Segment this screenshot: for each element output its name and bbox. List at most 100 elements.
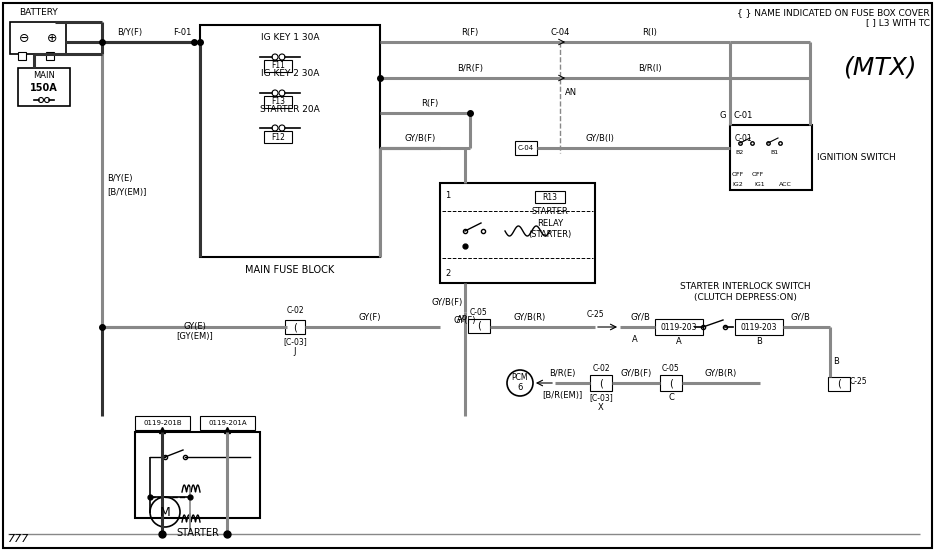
Text: B/Y(E): B/Y(E) [107, 174, 133, 182]
Bar [468, 319, 490, 333]
Text: (MTX): (MTX) [843, 55, 916, 79]
Text: BATTERY: BATTERY [19, 8, 57, 17]
Text: (: ( [837, 379, 841, 389]
Text: GY/B(R): GY/B(R) [514, 313, 546, 322]
Text: 2: 2 [445, 269, 451, 278]
Text: C: C [669, 393, 674, 402]
Text: R13: R13 [542, 192, 557, 201]
Text: C-25: C-25 [586, 310, 604, 319]
Text: C-05: C-05 [470, 308, 488, 317]
Text: A: A [632, 335, 638, 344]
Text: B/Y(F): B/Y(F) [118, 28, 142, 37]
Text: [B/R(EM)]: [B/R(EM)] [542, 391, 583, 400]
Text: MAIN: MAIN [33, 71, 55, 81]
Text: (: ( [293, 322, 297, 332]
Bar [264, 96, 292, 108]
Bar [285, 320, 305, 334]
Text: GY(F): GY(F) [453, 316, 476, 325]
Text: RELAY: RELAY [537, 218, 563, 227]
Text: STARTER: STARTER [532, 206, 568, 216]
Text: F11: F11 [271, 61, 285, 70]
Text: C-25: C-25 [850, 377, 868, 386]
Bar [46, 52, 54, 60]
Text: J: J [294, 347, 296, 356]
Text: ⊕: ⊕ [47, 32, 57, 44]
Text: M: M [160, 505, 170, 519]
Bar [735, 319, 783, 335]
Text: R(I): R(I) [642, 28, 657, 37]
Text: X: X [598, 403, 604, 412]
Text: { } NAME INDICATED ON FUSE BOX COVER
[ ] L3 WITH TC: { } NAME INDICATED ON FUSE BOX COVER [ ]… [738, 8, 930, 28]
Text: 0119-201A: 0119-201A [209, 420, 247, 426]
Text: C-04: C-04 [518, 145, 534, 151]
Text: GY/B: GY/B [630, 313, 650, 322]
Text: 0119-203: 0119-203 [741, 322, 777, 331]
Text: GY/B(F): GY/B(F) [432, 298, 463, 307]
Text: 6: 6 [517, 383, 523, 393]
Text: STARTER: STARTER [176, 528, 219, 538]
Text: R(F): R(F) [422, 99, 439, 108]
Bar [264, 131, 292, 143]
Text: GY/B(F): GY/B(F) [621, 369, 652, 378]
Text: GY/B(I): GY/B(I) [585, 134, 614, 143]
Text: B: B [756, 337, 762, 346]
Text: B: B [833, 357, 839, 367]
Text: GY/B(R): GY/B(R) [705, 369, 737, 378]
Bar [535, 191, 565, 203]
Text: [C-03]: [C-03] [589, 393, 612, 402]
Text: STARTER INTERLOCK SWITCH
(CLUTCH DEPRESS:ON): STARTER INTERLOCK SWITCH (CLUTCH DEPRESS… [680, 282, 811, 302]
Text: OFF: OFF [732, 173, 744, 178]
Text: PCM: PCM [511, 373, 528, 383]
Text: OFF: OFF [752, 173, 764, 178]
Text: F13: F13 [271, 97, 285, 107]
Text: ⊖: ⊖ [19, 32, 29, 44]
Bar [10, 22, 66, 54]
Text: STARTER 20A: STARTER 20A [260, 105, 320, 113]
Text: B/R(I): B/R(I) [639, 64, 662, 73]
Text: IG1: IG1 [755, 182, 766, 187]
Text: A: A [676, 337, 682, 346]
Text: B1: B1 [770, 150, 778, 155]
Bar [200, 25, 380, 257]
Text: R(F): R(F) [461, 28, 479, 37]
Text: [B/Y(EM)]: [B/Y(EM)] [107, 189, 147, 197]
Text: G: G [720, 111, 726, 120]
Bar [730, 125, 812, 190]
Text: [C-03]: [C-03] [283, 337, 307, 346]
Bar [515, 141, 537, 155]
Text: C-02: C-02 [592, 364, 610, 373]
Bar [828, 377, 850, 391]
Text: ACC: ACC [779, 182, 791, 187]
Bar [660, 375, 682, 391]
Bar [135, 432, 260, 518]
Text: 1: 1 [445, 191, 451, 200]
Text: F-01: F-01 [174, 28, 192, 37]
Bar [655, 319, 703, 335]
Bar [590, 375, 612, 391]
Text: B2: B2 [736, 150, 744, 155]
Text: GY(F): GY(F) [359, 313, 381, 322]
Text: IGNITION SWITCH: IGNITION SWITCH [817, 153, 896, 162]
Text: GY(E): GY(E) [183, 322, 207, 331]
Text: 0119-203: 0119-203 [661, 322, 698, 331]
Text: GY/B(F): GY/B(F) [404, 134, 436, 143]
Text: (: ( [669, 378, 673, 388]
Text: MAIN FUSE BLOCK: MAIN FUSE BLOCK [245, 265, 335, 275]
Text: (STARTER): (STARTER) [528, 231, 571, 239]
Text: B/R(F): B/R(F) [457, 64, 483, 73]
Text: C-02: C-02 [286, 306, 304, 315]
Text: C-01: C-01 [733, 111, 753, 120]
Text: (: ( [599, 378, 603, 388]
Bar [18, 52, 26, 60]
Text: 150A: 150A [30, 83, 58, 93]
Text: AN: AN [565, 88, 577, 97]
Text: GY/B: GY/B [790, 313, 810, 322]
Text: 0119-201B: 0119-201B [143, 420, 181, 426]
Bar [200, 416, 255, 430]
Text: C-04: C-04 [551, 28, 569, 37]
Text: C-05: C-05 [662, 364, 680, 373]
Text: AP: AP [457, 315, 468, 324]
Bar [440, 183, 595, 283]
Text: B/R(E): B/R(E) [549, 369, 575, 378]
Text: 777: 777 [8, 534, 29, 544]
